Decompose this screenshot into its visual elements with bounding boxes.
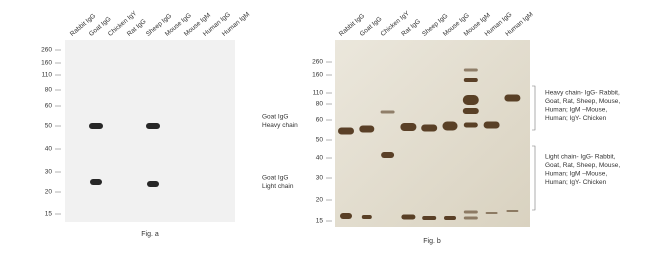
band bbox=[463, 216, 478, 220]
marker-label: 20 bbox=[45, 189, 53, 196]
caption: Fig. a bbox=[141, 231, 159, 238]
marker-label: 80 bbox=[45, 87, 53, 94]
band bbox=[485, 212, 498, 214]
marker-label: 260 bbox=[41, 47, 52, 54]
marker-label: 160 bbox=[312, 72, 323, 79]
band bbox=[421, 124, 438, 132]
band bbox=[504, 94, 521, 102]
band bbox=[340, 213, 352, 219]
caption: Fig. b bbox=[423, 238, 441, 245]
band bbox=[462, 95, 479, 105]
annotation: Light chain- IgG- Rabbit, bbox=[545, 154, 616, 161]
band bbox=[506, 210, 519, 212]
marker-label: 50 bbox=[316, 137, 324, 144]
band bbox=[463, 78, 478, 82]
marker-label: 60 bbox=[316, 117, 324, 124]
annotation: Human; IgY- Chicken bbox=[545, 115, 607, 122]
band bbox=[147, 181, 159, 187]
band bbox=[361, 215, 372, 219]
marker-label: 40 bbox=[45, 146, 53, 153]
annotation: Goat, Rat, Sheep, Mouse, bbox=[545, 98, 620, 105]
band bbox=[422, 216, 437, 220]
marker-label: 110 bbox=[42, 72, 53, 79]
blot-b bbox=[335, 40, 530, 227]
band bbox=[380, 110, 395, 114]
marker-label: 15 bbox=[45, 211, 53, 218]
marker-label: 160 bbox=[41, 60, 52, 67]
band bbox=[401, 214, 416, 220]
band bbox=[463, 68, 478, 72]
band bbox=[463, 122, 478, 128]
marker-label: 30 bbox=[45, 169, 53, 176]
marker-label: 30 bbox=[316, 175, 324, 182]
marker-label: 20 bbox=[316, 197, 324, 204]
band bbox=[442, 121, 458, 131]
marker-label: 60 bbox=[45, 103, 53, 110]
annotation: Heavy chain bbox=[262, 122, 298, 129]
blot-a bbox=[65, 40, 235, 222]
annotation: Goat IgG bbox=[262, 114, 288, 121]
marker-label: 15 bbox=[316, 218, 324, 225]
band bbox=[463, 210, 478, 214]
band bbox=[483, 121, 500, 129]
marker-label: 110 bbox=[313, 90, 324, 97]
bracket bbox=[532, 85, 536, 211]
marker-label: 80 bbox=[316, 101, 324, 108]
annotation: Human; IgM –Mouse, bbox=[545, 107, 607, 114]
band bbox=[400, 123, 417, 131]
annotation: Goat, Rat, Sheep, Mouse, bbox=[545, 162, 620, 169]
band bbox=[338, 127, 354, 135]
marker-label: 260 bbox=[312, 59, 323, 66]
band bbox=[359, 125, 375, 133]
annotation: Heavy chain- IgG- Rabbit, bbox=[545, 90, 620, 97]
band bbox=[146, 123, 160, 129]
marker-label: 50 bbox=[45, 123, 53, 130]
band bbox=[89, 123, 103, 129]
band bbox=[444, 216, 456, 220]
annotation: Light chain bbox=[262, 183, 294, 190]
annotation: Goat IgG bbox=[262, 175, 288, 182]
band bbox=[381, 152, 395, 158]
annotation: Human; IgY- Chicken bbox=[545, 179, 607, 186]
marker-label: 40 bbox=[316, 155, 324, 162]
annotation: Human; IgM –Mouse, bbox=[545, 171, 607, 178]
band bbox=[90, 179, 102, 185]
band bbox=[462, 108, 479, 114]
